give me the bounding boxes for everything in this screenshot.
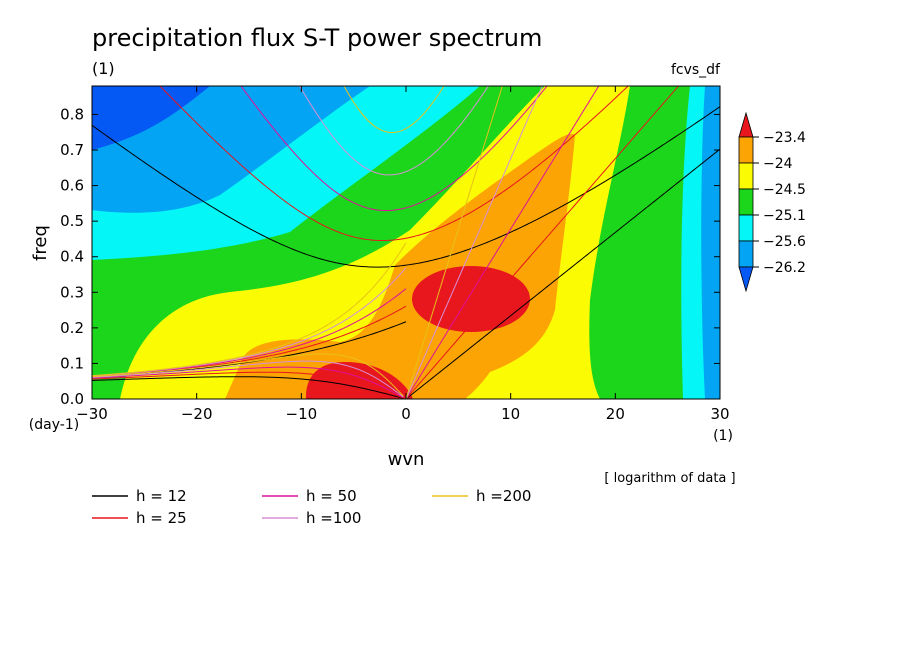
colorbar-swatch-bottom [738,266,754,293]
dispersion-curve-kelvin [405,86,680,399]
dispersion-curve-rossby [92,366,404,399]
legend-label: h = 25 [136,509,187,527]
contour-blue-right-strip [701,86,720,399]
curve-legend: h = 12 h = 25 h = 50 h =100 h =200 [92,487,531,527]
colorbar-swatch [738,240,754,268]
colorbar: −23.4 −24 −24.5 −25.1 −25.6 −26.2 [738,111,806,293]
dispersion-curve-kelvin [405,86,503,399]
dispersion-curve-inertia-gravity [92,106,720,268]
y-tick-label: 0.8 [60,105,84,123]
x-tick-label: 10 [501,405,520,423]
y-tick-label: 0.0 [60,390,84,408]
x-tick-label: −20 [181,405,213,423]
dispersion-curve-rossby [92,360,404,398]
x-tick-label: 20 [606,405,625,423]
colorbar-swatch [738,136,754,164]
y-tick-label: 0.7 [60,141,84,159]
legend-label: h = 12 [136,487,187,505]
data-note: [ logarithm of data ] [604,471,735,486]
x-axis-unit: (1) [713,428,733,444]
colorbar-swatch-top [738,111,754,138]
legend-label: h =100 [306,509,361,527]
colorbar-swatch [738,214,754,242]
dispersion-curve-inertia-gravity [343,86,445,133]
y-tick-label: 0.1 [60,354,84,372]
dispersion-curve-inertia-gravity [159,86,629,242]
dispersion-curve-kelvin [405,148,720,399]
y-tick-label: 0.3 [60,283,84,301]
y-axis-unit: (day-1) [29,417,79,433]
x-tick-label: −30 [76,405,108,423]
chart-title: precipitation flux S-T power spectrum [92,24,542,52]
colorbar-swatch [738,188,754,216]
colorbar-label: −24.5 [763,182,806,198]
contour-red-spot-lower [305,362,413,399]
dispersion-curve-mixed-rossby-gravity [92,242,407,377]
dispersion-curve-rossby [92,371,404,399]
colorbar-label: −24 [763,156,793,172]
dispersion-curve-rossby [92,376,404,399]
x-axis-label: wvn [388,449,425,470]
dispersion-curve-inertia-gravity [299,86,490,176]
dispersion-curve-inertia-gravity [240,86,548,212]
legend-label: h = 50 [306,487,357,505]
y-tick-label: 0.6 [60,177,84,195]
x-tick-label: 0 [401,405,411,423]
colorbar-label: −23.4 [763,130,806,146]
colorbar-label: −25.6 [763,234,806,250]
plot-area [92,86,720,399]
x-axis: −30 −20 −10 0 10 20 30 [76,86,730,423]
x-tick-label: 30 [710,405,729,423]
x-tick-label: −10 [286,405,318,423]
dispersion-curve-kelvin [405,86,600,399]
dispersion-curves [92,86,720,399]
colorbar-swatch [738,162,754,190]
y-tick-label: 0.5 [60,212,84,230]
colorbar-label: −26.2 [763,260,806,276]
dispersion-curve-rossby [92,353,404,397]
contour-deep-blue-region [92,86,210,150]
dispersion-curve-kelvin [405,86,543,399]
chart-subtitle-right: fcvs_df [671,62,721,78]
colorbar-label: −25.1 [763,208,806,224]
y-axis-label: freq [30,225,51,261]
y-axis: 0.0 0.1 0.2 0.3 0.4 0.5 0.6 0.7 0.8 [60,105,720,408]
legend-label: h =200 [476,487,531,505]
y-tick-label: 0.4 [60,248,84,266]
chart-subtitle-left: (1) [92,59,115,78]
y-tick-label: 0.2 [60,319,84,337]
